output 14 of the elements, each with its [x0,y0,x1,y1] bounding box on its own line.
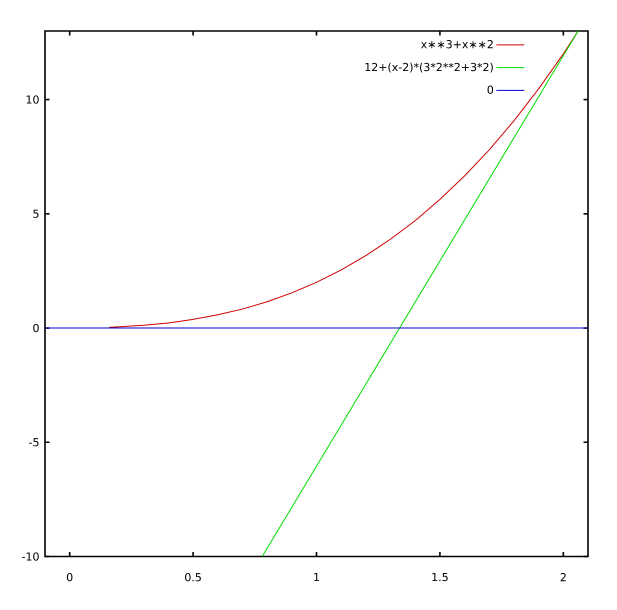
line-series [108,30,579,328]
y-tick-label: -10 [22,552,39,561]
x-tick-label: 1.5 [432,573,448,582]
x-tick-label: 0 [66,573,72,582]
legend-label: x∗∗3+x∗∗2 [421,40,493,48]
y-tick-label: -5 [29,438,39,446]
y-tick-label: 10 [26,95,39,104]
y-tick-label: 0 [33,324,39,332]
legend-label: 0 [488,86,494,94]
legend-label: 12+(x-2)*(3*2**2+3*2) [365,62,493,72]
y-tick-label: 5 [33,210,39,218]
x-tick-label: 0.5 [185,573,201,582]
x-tick-label: 2 [560,573,566,582]
x-tick-label: 1 [314,573,319,582]
